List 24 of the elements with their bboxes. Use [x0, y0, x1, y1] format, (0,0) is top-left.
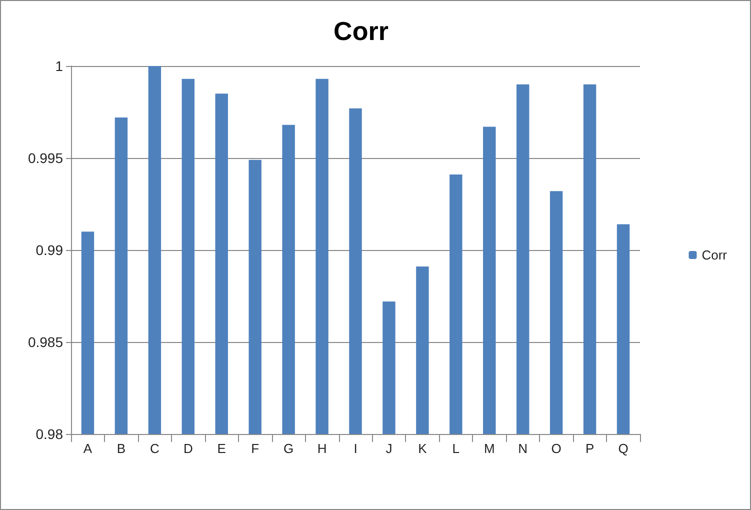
x-tick-label: I	[354, 441, 358, 456]
x-tick-label: A	[83, 441, 92, 456]
x-tick-label: D	[183, 441, 193, 456]
x-tick-label: P	[585, 441, 594, 456]
y-tick-label: 0.985	[28, 334, 64, 350]
x-tick-label: H	[317, 441, 327, 456]
y-tick-label: 1	[55, 58, 64, 74]
y-tick-label: 0.995	[28, 150, 64, 166]
legend-label: Corr	[702, 248, 728, 262]
chart-title: Corr	[334, 16, 388, 46]
x-tick-label: J	[386, 441, 392, 456]
x-tick-label: Q	[618, 441, 628, 456]
x-tick-label: O	[551, 441, 562, 456]
y-tick-label: 0.98	[36, 426, 64, 442]
x-tick-label: E	[217, 441, 226, 456]
x-tick-label: F	[251, 441, 260, 456]
x-tick-label: N	[518, 441, 528, 456]
x-tick-label: C	[150, 441, 160, 456]
x-tick-label: B	[116, 441, 126, 456]
x-tick-label: G	[283, 441, 294, 456]
x-tick-label: L	[452, 441, 460, 456]
x-tick-label: M	[484, 441, 495, 456]
y-tick-label: 0.99	[36, 242, 64, 258]
x-tick-label: K	[418, 441, 428, 456]
